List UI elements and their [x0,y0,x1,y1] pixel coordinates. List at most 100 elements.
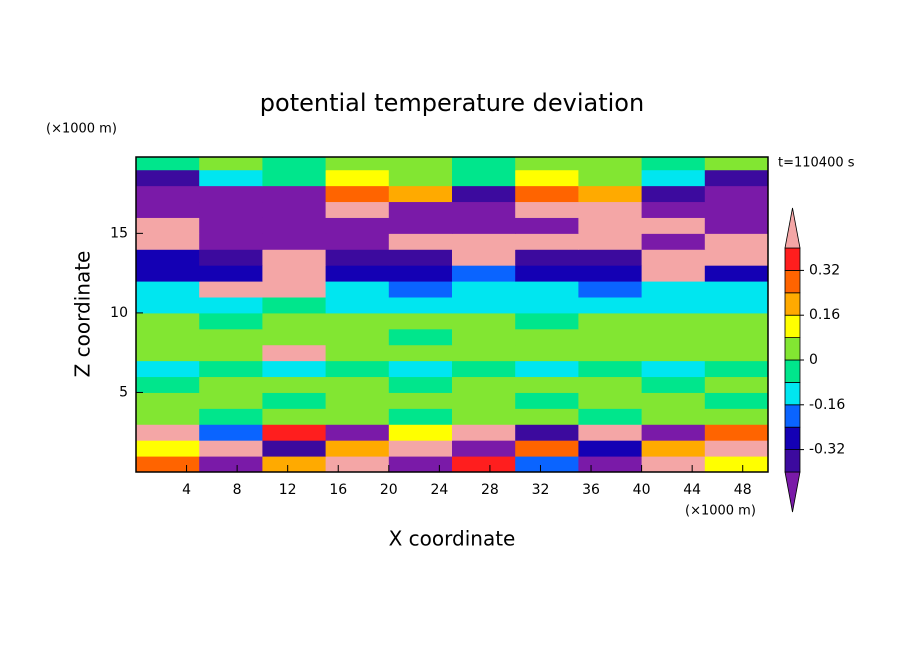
field-cell [136,376,200,393]
field-cell [199,233,263,250]
field-cell [262,281,327,298]
colorbar-segment [784,471,801,513]
field-cell [388,217,453,234]
field-cell [578,233,643,250]
field-cell [641,297,706,314]
field-cell [578,157,643,171]
field-cell [136,217,200,234]
field-cell [641,312,706,330]
field-cell [515,169,579,187]
field-cell [515,344,579,362]
field-cell [452,392,516,409]
field-cell [388,185,453,203]
field-cell [704,201,768,218]
field-cell [515,217,579,234]
field-cell [262,169,327,187]
field-cell [199,265,263,282]
x-tick-label: 40 [633,482,651,498]
field-cell [262,328,327,346]
field-cell [199,376,263,393]
field-cell [452,312,516,330]
field-cell [578,440,643,457]
field-cell [262,360,327,378]
field-cell [199,297,263,314]
field-cell [452,297,516,314]
field-cell [388,328,453,346]
colorbar-segment [784,269,801,294]
field-cell [578,408,643,425]
field-cell [262,249,327,266]
field-cell [262,265,327,282]
field-cell [325,456,390,472]
field-cell [388,157,453,171]
field-cell [325,217,390,234]
field-cell [199,424,263,441]
field-cell [262,201,327,218]
field-cell [704,157,768,171]
x-tick-label: 24 [430,482,448,498]
field-cell [325,281,390,298]
field-cell [136,344,200,362]
field-cell [325,440,390,457]
field-cell [641,344,706,362]
field-cell [325,360,390,378]
field-cell [199,249,263,266]
field-cell [136,281,200,298]
field-cell [325,424,390,441]
field-cell [515,281,579,298]
colorbar-segment [784,359,801,383]
field-cell [199,440,263,457]
field-cell [388,312,453,330]
field-cell [515,456,579,472]
field-cell [704,408,768,425]
field-cell [515,201,579,218]
field-cell [199,281,263,298]
field-cell [704,217,768,234]
field-cell [452,440,516,457]
field-cell [325,328,390,346]
field-cell [515,157,579,171]
field-cell [452,456,516,472]
field-cell [262,408,327,425]
field-cell [704,233,768,250]
field-cell [515,265,579,282]
field-cell [136,169,200,187]
field-cell [325,157,390,171]
field-cell [452,265,516,282]
y-tick-label: 10 [110,305,128,321]
field-cell [388,281,453,298]
field-cell [136,249,200,266]
field-cell [704,376,768,393]
field-cell [578,201,643,218]
field-cell [325,265,390,282]
field-cell [704,169,768,187]
field-cell [515,328,579,346]
field-cell [704,440,768,457]
field-cell [641,185,706,203]
field-cell [704,344,768,362]
field-cell [452,217,516,234]
field-cell [578,360,643,378]
field-cell [388,392,453,409]
field-cell [452,281,516,298]
plot-frame [135,156,769,473]
field-cell [325,297,390,314]
field-cell [136,392,200,409]
field-cell [136,297,200,314]
field-cell [136,360,200,378]
field-cell [452,360,516,378]
x-tick-label: 36 [582,482,600,498]
field-cell [136,408,200,425]
field-cell [199,201,263,218]
field-cell [388,360,453,378]
field-cell [452,424,516,441]
field-cell [388,344,453,362]
field-cell [325,408,390,425]
field-cell [641,169,706,187]
time-label: t=110400 s [778,156,855,171]
field-cell [578,376,643,393]
colorbar-segment [784,426,801,451]
field-cell [388,424,453,441]
field-cell [388,456,453,472]
field-cell [704,360,768,378]
